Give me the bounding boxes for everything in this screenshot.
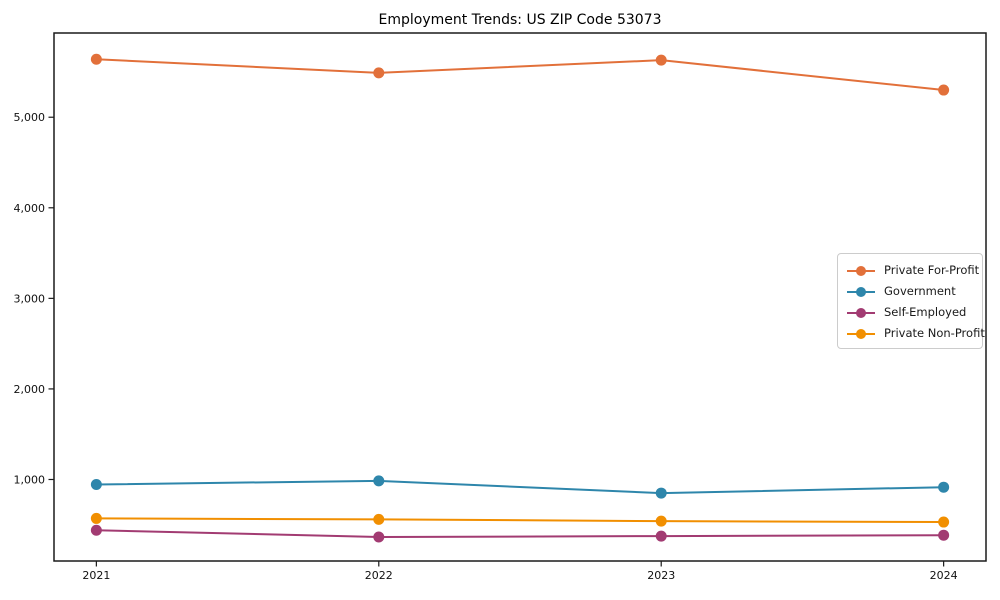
data-point-self-employed-2023 xyxy=(655,530,667,542)
data-point-private-for-profit-2023 xyxy=(655,54,667,66)
data-point-government-2021 xyxy=(90,478,102,490)
data-point-private-non-profit-2024 xyxy=(938,516,950,528)
y-tick-label: 2,000 xyxy=(14,383,46,396)
series-line-self-employed xyxy=(95,529,945,539)
legend-label-private-non-profit: Private Non-Profit xyxy=(884,325,985,340)
data-point-private-for-profit-2024 xyxy=(938,84,950,96)
y-tick-label: 3,000 xyxy=(14,292,46,305)
data-point-government-2024 xyxy=(938,481,950,493)
axes-spines xyxy=(53,32,987,562)
chart-title: Employment Trends: US ZIP Code 53073 xyxy=(378,12,662,28)
series-line-private-non-profit xyxy=(95,517,945,524)
legend-label-government: Government xyxy=(884,283,956,298)
data-point-private-for-profit-2021 xyxy=(90,53,102,65)
data-point-self-employed-2021 xyxy=(90,524,102,536)
data-point-self-employed-2022 xyxy=(373,531,385,543)
legend-item-government: Government xyxy=(846,280,974,301)
x-tick-label: 2023 xyxy=(647,569,675,582)
x-tick-label: 2022 xyxy=(365,569,393,582)
legend-item-private-for-profit: Private For-Profit xyxy=(846,259,979,280)
legend-label-self-employed: Self-Employed xyxy=(884,304,967,319)
legend-marker-government-icon xyxy=(846,284,876,298)
data-point-private-non-profit-2022 xyxy=(373,513,385,525)
legend-label-private-for-profit: Private For-Profit xyxy=(884,262,980,277)
series-line-private-for-profit xyxy=(95,58,945,92)
x-tick-label: 2024 xyxy=(930,569,958,582)
legend-item-self-employed: Self-Employed xyxy=(846,301,974,322)
data-point-government-2022 xyxy=(373,475,385,487)
data-point-private-for-profit-2022 xyxy=(373,67,385,79)
legend-marker-self-employed-icon xyxy=(846,305,876,319)
legend-marker-private-for-profit-icon xyxy=(846,263,876,277)
data-point-private-non-profit-2021 xyxy=(90,512,102,524)
data-point-private-non-profit-2023 xyxy=(655,515,667,527)
x-tick-label: 2021 xyxy=(82,569,110,582)
y-tick-label: 4,000 xyxy=(14,202,46,215)
y-tick-label: 1,000 xyxy=(14,473,46,486)
y-tick-label: 5,000 xyxy=(14,111,46,124)
legend: Private For-Profit Government Self-Employe… xyxy=(837,253,985,349)
legend-item-private-non-profit: Private Non-Profit xyxy=(846,322,985,343)
legend-marker-private-non-profit-icon xyxy=(846,326,876,340)
data-point-self-employed-2024 xyxy=(938,529,950,541)
data-point-government-2023 xyxy=(655,487,667,499)
series-line-government xyxy=(95,479,945,495)
